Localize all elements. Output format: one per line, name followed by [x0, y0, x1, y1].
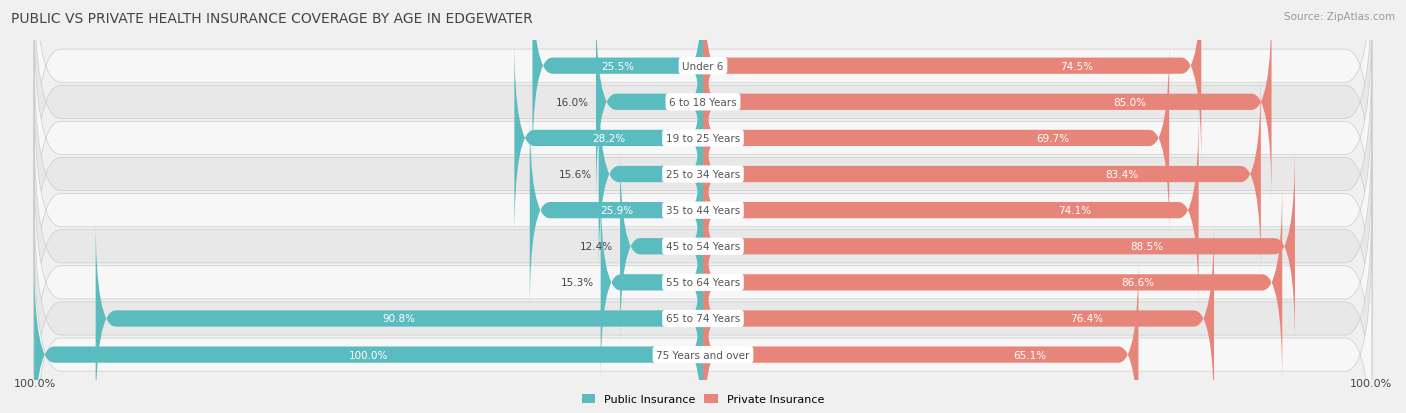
- FancyBboxPatch shape: [34, 0, 1372, 230]
- Text: 12.4%: 12.4%: [581, 242, 613, 252]
- Text: 76.4%: 76.4%: [1070, 314, 1102, 324]
- Text: 86.6%: 86.6%: [1121, 278, 1154, 288]
- FancyBboxPatch shape: [703, 38, 1170, 239]
- FancyBboxPatch shape: [703, 2, 1271, 202]
- Text: 74.5%: 74.5%: [1060, 62, 1094, 71]
- FancyBboxPatch shape: [703, 147, 1295, 347]
- FancyBboxPatch shape: [34, 11, 1372, 266]
- Text: 6 to 18 Years: 6 to 18 Years: [669, 97, 737, 107]
- FancyBboxPatch shape: [620, 147, 703, 347]
- Text: 83.4%: 83.4%: [1105, 170, 1137, 180]
- FancyBboxPatch shape: [34, 83, 1372, 338]
- Text: 88.5%: 88.5%: [1130, 242, 1164, 252]
- Text: 28.2%: 28.2%: [592, 133, 626, 144]
- FancyBboxPatch shape: [703, 183, 1282, 383]
- FancyBboxPatch shape: [530, 111, 703, 311]
- FancyBboxPatch shape: [703, 0, 1201, 166]
- Text: PUBLIC VS PRIVATE HEALTH INSURANCE COVERAGE BY AGE IN EDGEWATER: PUBLIC VS PRIVATE HEALTH INSURANCE COVER…: [11, 12, 533, 26]
- Text: 65.1%: 65.1%: [1012, 350, 1046, 360]
- Text: 100.0%: 100.0%: [14, 379, 56, 389]
- FancyBboxPatch shape: [703, 255, 1139, 413]
- FancyBboxPatch shape: [34, 255, 703, 413]
- Text: 15.3%: 15.3%: [561, 278, 593, 288]
- Text: 74.1%: 74.1%: [1059, 206, 1091, 216]
- Text: 35 to 44 Years: 35 to 44 Years: [666, 206, 740, 216]
- FancyBboxPatch shape: [515, 38, 703, 239]
- Text: 55 to 64 Years: 55 to 64 Years: [666, 278, 740, 288]
- Text: 100.0%: 100.0%: [1350, 379, 1392, 389]
- FancyBboxPatch shape: [596, 2, 703, 202]
- Text: 25 to 34 Years: 25 to 34 Years: [666, 170, 740, 180]
- FancyBboxPatch shape: [34, 0, 1372, 194]
- Text: 25.5%: 25.5%: [602, 62, 634, 71]
- FancyBboxPatch shape: [703, 75, 1261, 275]
- Text: 85.0%: 85.0%: [1114, 97, 1146, 107]
- FancyBboxPatch shape: [34, 47, 1372, 302]
- Text: 25.9%: 25.9%: [600, 206, 633, 216]
- Text: 90.8%: 90.8%: [382, 314, 416, 324]
- FancyBboxPatch shape: [703, 111, 1199, 311]
- Text: Source: ZipAtlas.com: Source: ZipAtlas.com: [1284, 12, 1395, 22]
- Text: 45 to 54 Years: 45 to 54 Years: [666, 242, 740, 252]
- Text: 75 Years and over: 75 Years and over: [657, 350, 749, 360]
- FancyBboxPatch shape: [34, 227, 1372, 413]
- FancyBboxPatch shape: [600, 183, 703, 383]
- FancyBboxPatch shape: [703, 219, 1213, 413]
- FancyBboxPatch shape: [599, 75, 703, 275]
- Text: 16.0%: 16.0%: [557, 97, 589, 107]
- Text: Under 6: Under 6: [682, 62, 724, 71]
- Text: 65 to 74 Years: 65 to 74 Years: [666, 314, 740, 324]
- FancyBboxPatch shape: [34, 191, 1372, 413]
- Text: 19 to 25 Years: 19 to 25 Years: [666, 133, 740, 144]
- Text: 15.6%: 15.6%: [558, 170, 592, 180]
- FancyBboxPatch shape: [34, 119, 1372, 374]
- Legend: Public Insurance, Private Insurance: Public Insurance, Private Insurance: [579, 392, 827, 406]
- FancyBboxPatch shape: [96, 219, 703, 413]
- FancyBboxPatch shape: [34, 155, 1372, 410]
- Text: 100.0%: 100.0%: [349, 350, 388, 360]
- Text: 69.7%: 69.7%: [1036, 133, 1069, 144]
- FancyBboxPatch shape: [533, 0, 703, 166]
